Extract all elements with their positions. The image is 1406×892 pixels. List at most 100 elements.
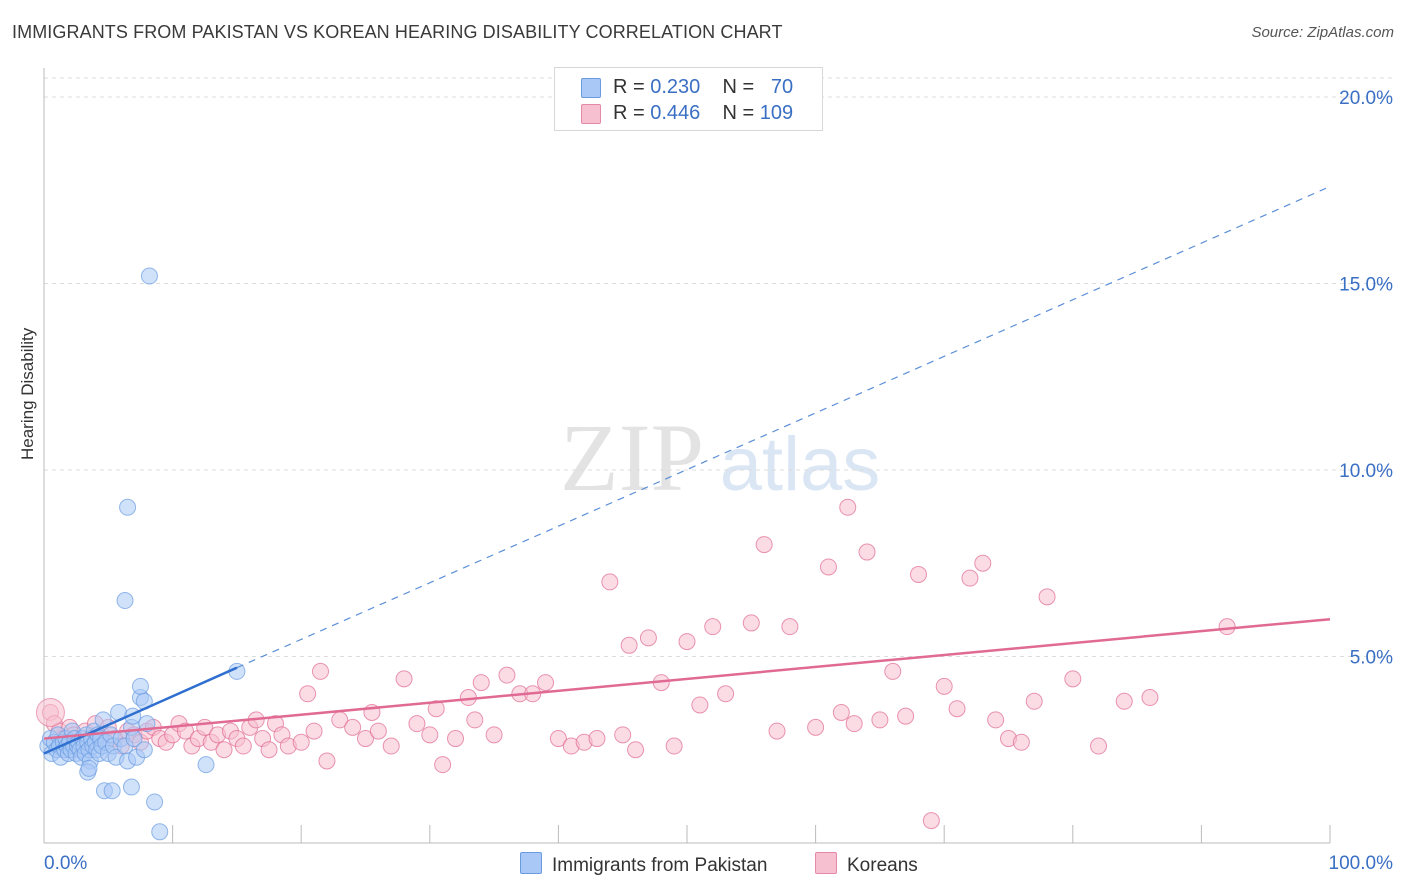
y-tick-label: 15.0%: [1339, 275, 1393, 296]
korean-point: [537, 674, 555, 692]
korean-point: [1038, 588, 1056, 606]
korean-point: [858, 543, 876, 561]
korean-point: [678, 633, 696, 651]
korean-point: [884, 662, 902, 680]
legend-n-value: 109: [759, 102, 794, 124]
korean-point: [292, 733, 310, 751]
legend: R = 0.230 N = 70 R = 0.446 N = 109: [554, 67, 823, 131]
watermark-atlas: atlas: [720, 422, 881, 507]
korean-point: [974, 554, 992, 572]
korean-point: [369, 722, 387, 740]
korean-point: [498, 666, 516, 684]
korean-point: [318, 752, 336, 770]
korean-point: [447, 730, 465, 748]
korean-point: [466, 711, 484, 729]
korean-point: [871, 711, 889, 729]
pakistan-point: [116, 592, 134, 610]
pakistan-point: [140, 267, 158, 285]
korean-point: [614, 726, 632, 744]
pakistan-trend-line: [43, 666, 238, 755]
korean-point: [922, 812, 940, 830]
korean-point: [897, 707, 915, 725]
korean-trend-line: [43, 617, 1331, 740]
korean-point: [601, 573, 619, 591]
legend-r-value: 0.230: [650, 76, 701, 98]
korean-point: [395, 670, 413, 688]
korean-point: [1064, 670, 1082, 688]
korean-point: [35, 697, 65, 727]
korean-point: [781, 618, 799, 636]
pakistan-point: [197, 756, 215, 774]
korean-point: [1141, 689, 1159, 707]
korean-point: [987, 711, 1005, 729]
korean-point: [704, 618, 722, 636]
korean-point: [935, 677, 953, 695]
korean-point: [665, 737, 683, 755]
korean-point: [234, 737, 252, 755]
korean-point: [755, 536, 773, 554]
bottom-legend-pakistan: Immigrants from Pakistan: [520, 852, 767, 877]
pakistan-point: [103, 782, 121, 800]
x-tick-label: 100.0%: [1329, 853, 1394, 874]
bottom-legend-swatch-koreans: [815, 852, 837, 874]
korean-point: [311, 662, 329, 680]
pakistan-point: [151, 823, 169, 841]
korean-point: [305, 722, 323, 740]
watermark: ZIP atlas: [560, 404, 880, 511]
bottom-legend-label: Immigrants from Pakistan: [552, 855, 768, 876]
pakistan-point: [131, 677, 149, 695]
korean-point: [260, 741, 278, 759]
y-tick-label: 10.0%: [1339, 461, 1393, 482]
x-tick-label: 0.0%: [44, 853, 87, 874]
korean-point: [215, 741, 233, 759]
legend-n-value: 70: [770, 76, 794, 98]
chart-title: IMMIGRANTS FROM PAKISTAN VS KOREAN HEARI…: [12, 22, 783, 42]
korean-point: [382, 737, 400, 755]
pakistan-point: [80, 759, 98, 777]
korean-point: [948, 700, 966, 718]
korean-point: [1115, 692, 1133, 710]
legend-swatch-pakistan: [581, 78, 601, 98]
pakistan-point: [135, 741, 153, 759]
legend-swatch-koreans: [581, 104, 601, 124]
bottom-legend-label: Koreans: [847, 855, 918, 876]
korean-point: [588, 730, 606, 748]
korean-point: [819, 558, 837, 576]
korean-point: [485, 726, 503, 744]
korean-point: [627, 741, 645, 759]
korean-point: [807, 718, 825, 736]
source-label: Source: ZipAtlas.com: [1251, 24, 1394, 41]
korean-point: [472, 674, 490, 692]
korean-point: [549, 730, 567, 748]
korean-point: [1012, 733, 1030, 751]
legend-n-label: N =: [722, 76, 755, 98]
korean-point: [427, 700, 445, 718]
pakistan-trend-extension: [236, 185, 1331, 669]
legend-r-value: 0.446: [650, 102, 701, 124]
legend-r-label: R =: [613, 102, 645, 124]
korean-point: [620, 636, 638, 654]
y-tick-label: 20.0%: [1339, 88, 1393, 109]
korean-point: [299, 685, 317, 703]
bottom-legend-swatch-pakistan: [520, 852, 542, 874]
korean-point: [176, 722, 194, 740]
bottom-legend-koreans: Koreans: [815, 852, 918, 877]
korean-point: [408, 715, 426, 733]
korean-point: [909, 565, 927, 583]
korean-point: [691, 696, 709, 714]
korean-point: [1090, 737, 1108, 755]
korean-point: [357, 730, 374, 748]
korean-point: [344, 718, 362, 736]
legend-r-label: R =: [613, 76, 645, 98]
korean-point: [1218, 618, 1236, 636]
korean-point: [421, 726, 439, 744]
y-tick-label: 5.0%: [1350, 648, 1393, 669]
korean-point: [639, 629, 657, 647]
pakistan-point: [119, 498, 137, 516]
korean-point: [1025, 692, 1043, 710]
korean-point: [961, 569, 979, 587]
korean-point: [832, 703, 850, 721]
pakistan-point: [146, 793, 164, 811]
watermark-zip: ZIP: [560, 404, 704, 511]
korean-point: [768, 722, 786, 740]
